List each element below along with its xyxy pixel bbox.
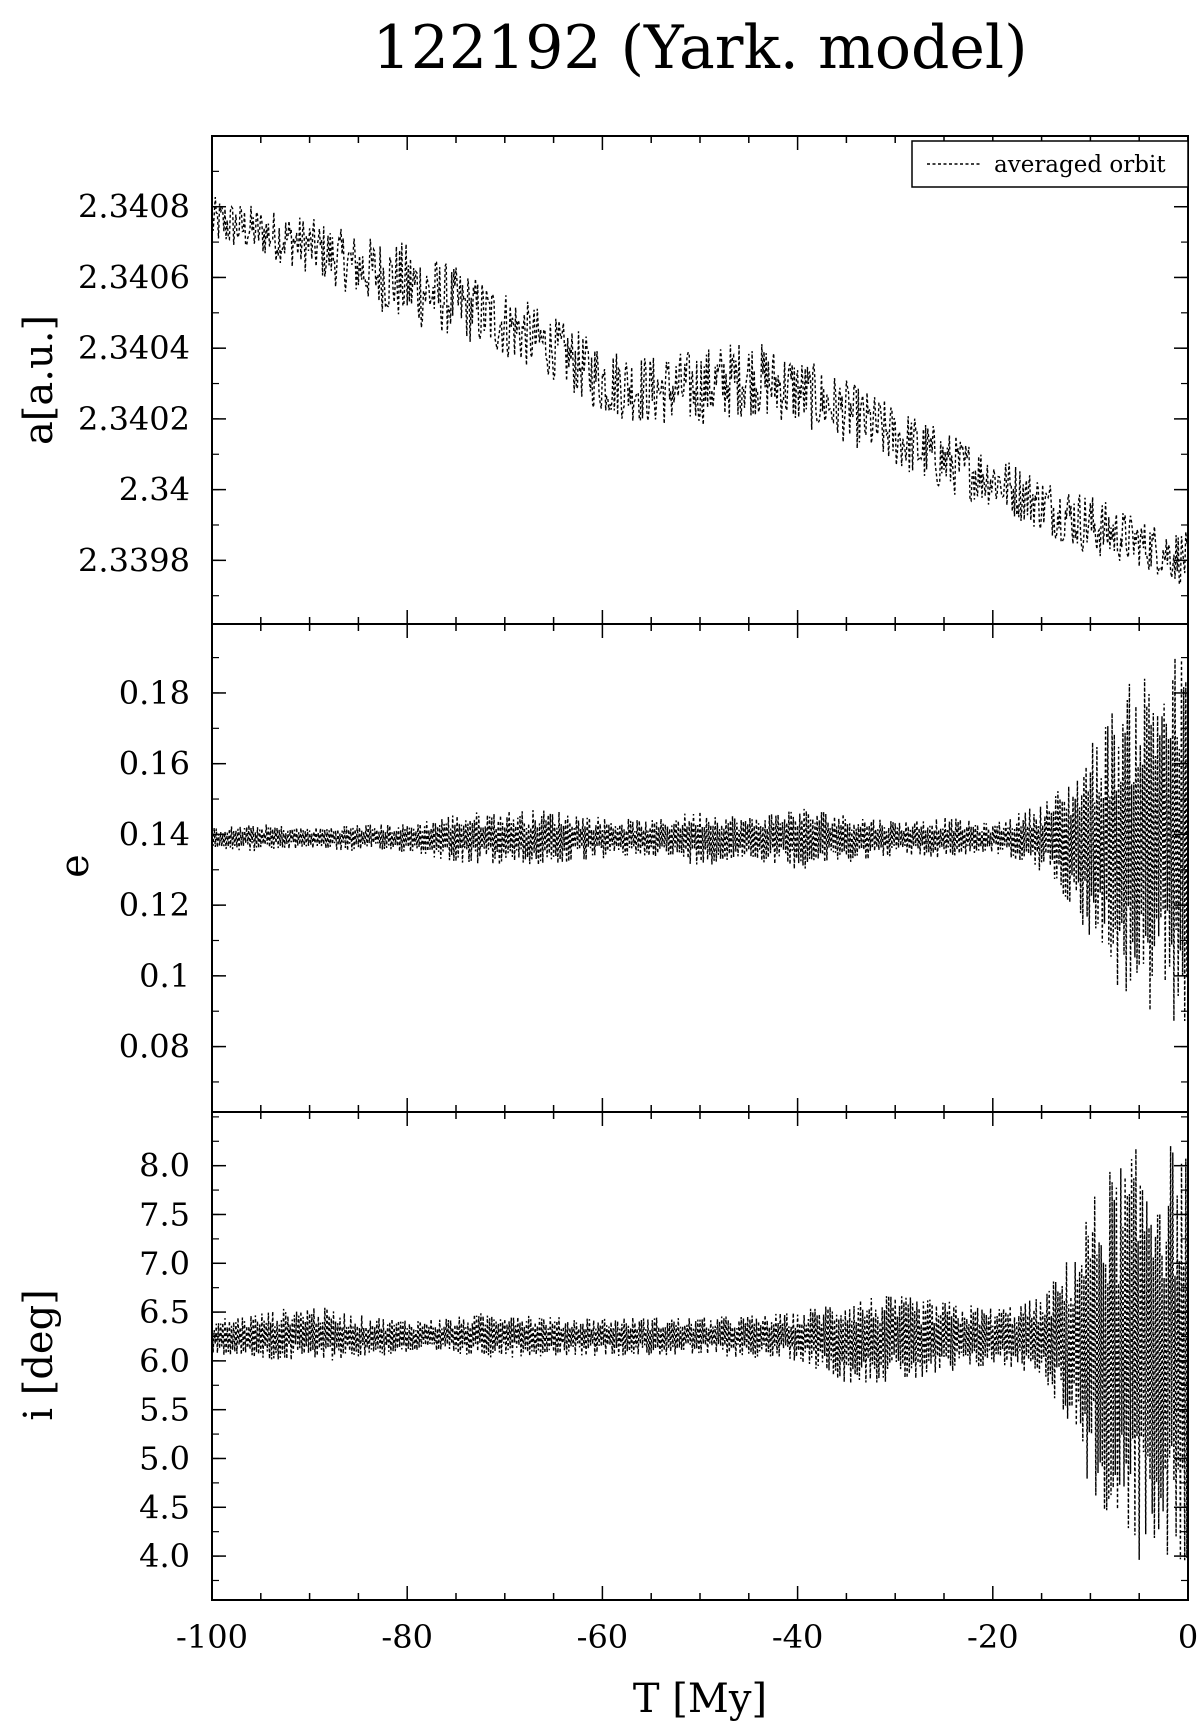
series-line-a [211,196,1189,586]
x-tick-label: -100 [176,1618,248,1656]
y-axis-label-e: e [52,854,98,878]
y-tick-label-e: 0.08 [119,1028,190,1066]
panel-eccentricity: 0.08 0.1 0.12 0.14 0.16 0.18 e [52,623,1189,1113]
panel-e-frame [211,623,1189,1113]
y-tick-label-i: 5.0 [139,1439,190,1477]
legend-box [911,140,1189,188]
y-tick-label-i: 7.5 [139,1195,190,1233]
y-tick-label-i: 5.5 [139,1391,190,1429]
series-line-e [211,658,1189,1022]
chart-title: 122192 (Yark. model) [373,13,1028,83]
y-tick-label-a: 2.34 [119,471,190,509]
panel-i-ticks: 4.0 4.5 5.0 5.5 6.0 6.5 7.0 7.5 8.0 [139,1112,1189,1600]
y-tick-label-i: 6.5 [139,1293,190,1331]
x-axis-label: T [My] [633,1676,767,1722]
y-axis-label-i: i [deg] [16,1289,62,1421]
y-tick-label-i: 4.5 [139,1488,190,1526]
y-tick-label-a: 2.3398 [78,541,190,579]
y-tick-label-e: 0.16 [119,745,190,783]
panel-semimajor-axis: 2.3398 2.34 2.3402 2.3404 2.3406 2.3408 a[a.u… [16,135,1189,625]
series-line-i [211,1145,1189,1561]
panel-inclination: 4.0 4.5 5.0 5.5 6.0 6.5 7.0 7.5 8.0 i [deg] -100… [16,1111,1198,1656]
legend: averaged orbit [911,140,1189,188]
x-tick-label: -80 [381,1618,433,1656]
y-tick-label-i: 4.0 [139,1537,190,1575]
y-tick-label-a: 2.3408 [78,188,190,226]
x-tick-label: -40 [772,1618,824,1656]
y-tick-label-e: 0.12 [119,886,190,924]
y-tick-label-e: 0.18 [119,674,190,712]
x-tick-labels: -100 -80 -60 -40 -20 0 [176,1618,1198,1656]
y-tick-label-a: 2.3404 [78,329,190,367]
y-tick-label-a: 2.3406 [78,258,190,296]
y-tick-label-i: 8.0 [139,1147,190,1185]
x-tick-label: 0 [1178,1618,1198,1656]
y-tick-label-e: 0.14 [119,815,190,853]
panel-a-ticks: 2.3398 2.34 2.3402 2.3404 2.3406 2.3408 [78,135,1189,624]
y-tick-label-i: 6.0 [139,1342,190,1380]
legend-label: averaged orbit [994,152,1166,178]
y-tick-label-a: 2.3402 [78,400,190,438]
x-tick-label: -20 [967,1618,1019,1656]
x-tick-label: -60 [577,1618,629,1656]
y-tick-label-e: 0.1 [139,957,190,995]
y-tick-label-i: 7.0 [139,1244,190,1282]
panel-e-ticks: 0.08 0.1 0.12 0.14 0.16 0.18 [119,624,1189,1112]
panel-a-frame [211,135,1189,625]
y-axis-label-a: a[a.u.] [16,315,62,445]
